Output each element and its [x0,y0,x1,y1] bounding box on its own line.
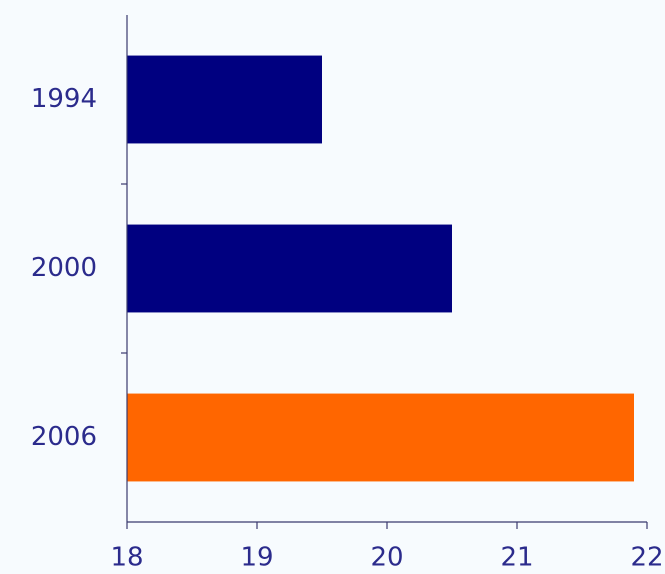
y-tick-label: 1994 [31,84,97,114]
x-tick-label: 19 [240,543,273,573]
bar [127,224,452,313]
bar [127,55,322,144]
x-tick-label: 18 [110,543,143,573]
bar [127,393,634,482]
x-tick-label: 20 [370,543,403,573]
x-tick-label: 21 [500,543,533,573]
x-tick-label: 22 [630,543,663,573]
y-tick-label: 2006 [31,422,97,452]
y-tick-label: 2000 [31,253,97,283]
